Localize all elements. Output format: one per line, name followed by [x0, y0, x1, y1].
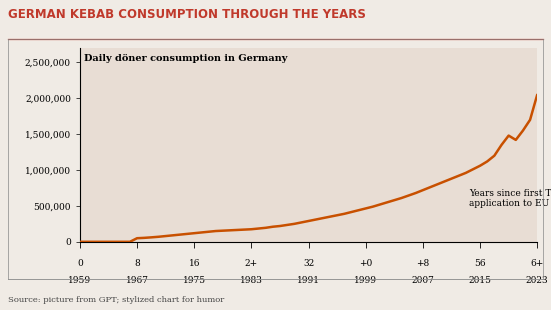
Text: 1983: 1983 [240, 276, 263, 285]
Text: 8: 8 [134, 259, 140, 268]
Text: 0: 0 [77, 259, 83, 268]
Text: 56: 56 [474, 259, 486, 268]
Text: Source: picture from GPT; stylized chart for humor: Source: picture from GPT; stylized chart… [8, 296, 224, 304]
Text: 2+: 2+ [245, 259, 258, 268]
Text: +0: +0 [359, 259, 372, 268]
Text: 2023: 2023 [526, 276, 549, 285]
Text: 1975: 1975 [183, 276, 206, 285]
Text: 2015: 2015 [468, 276, 491, 285]
Text: +8: +8 [416, 259, 430, 268]
Text: 1959: 1959 [68, 276, 91, 285]
Text: 32: 32 [303, 259, 314, 268]
Text: 2007: 2007 [412, 276, 434, 285]
Text: GERMAN KEBAB CONSUMPTION THROUGH THE YEARS: GERMAN KEBAB CONSUMPTION THROUGH THE YEA… [8, 8, 366, 21]
Text: 16: 16 [188, 259, 200, 268]
Text: Daily döner consumption in Germany: Daily döner consumption in Germany [84, 54, 288, 63]
Text: 1967: 1967 [126, 276, 149, 285]
Text: 6+: 6+ [531, 259, 544, 268]
Text: 1999: 1999 [354, 276, 377, 285]
Text: 1991: 1991 [297, 276, 320, 285]
Text: Years since first Turkish
application to EU: Years since first Turkish application to… [469, 189, 551, 208]
